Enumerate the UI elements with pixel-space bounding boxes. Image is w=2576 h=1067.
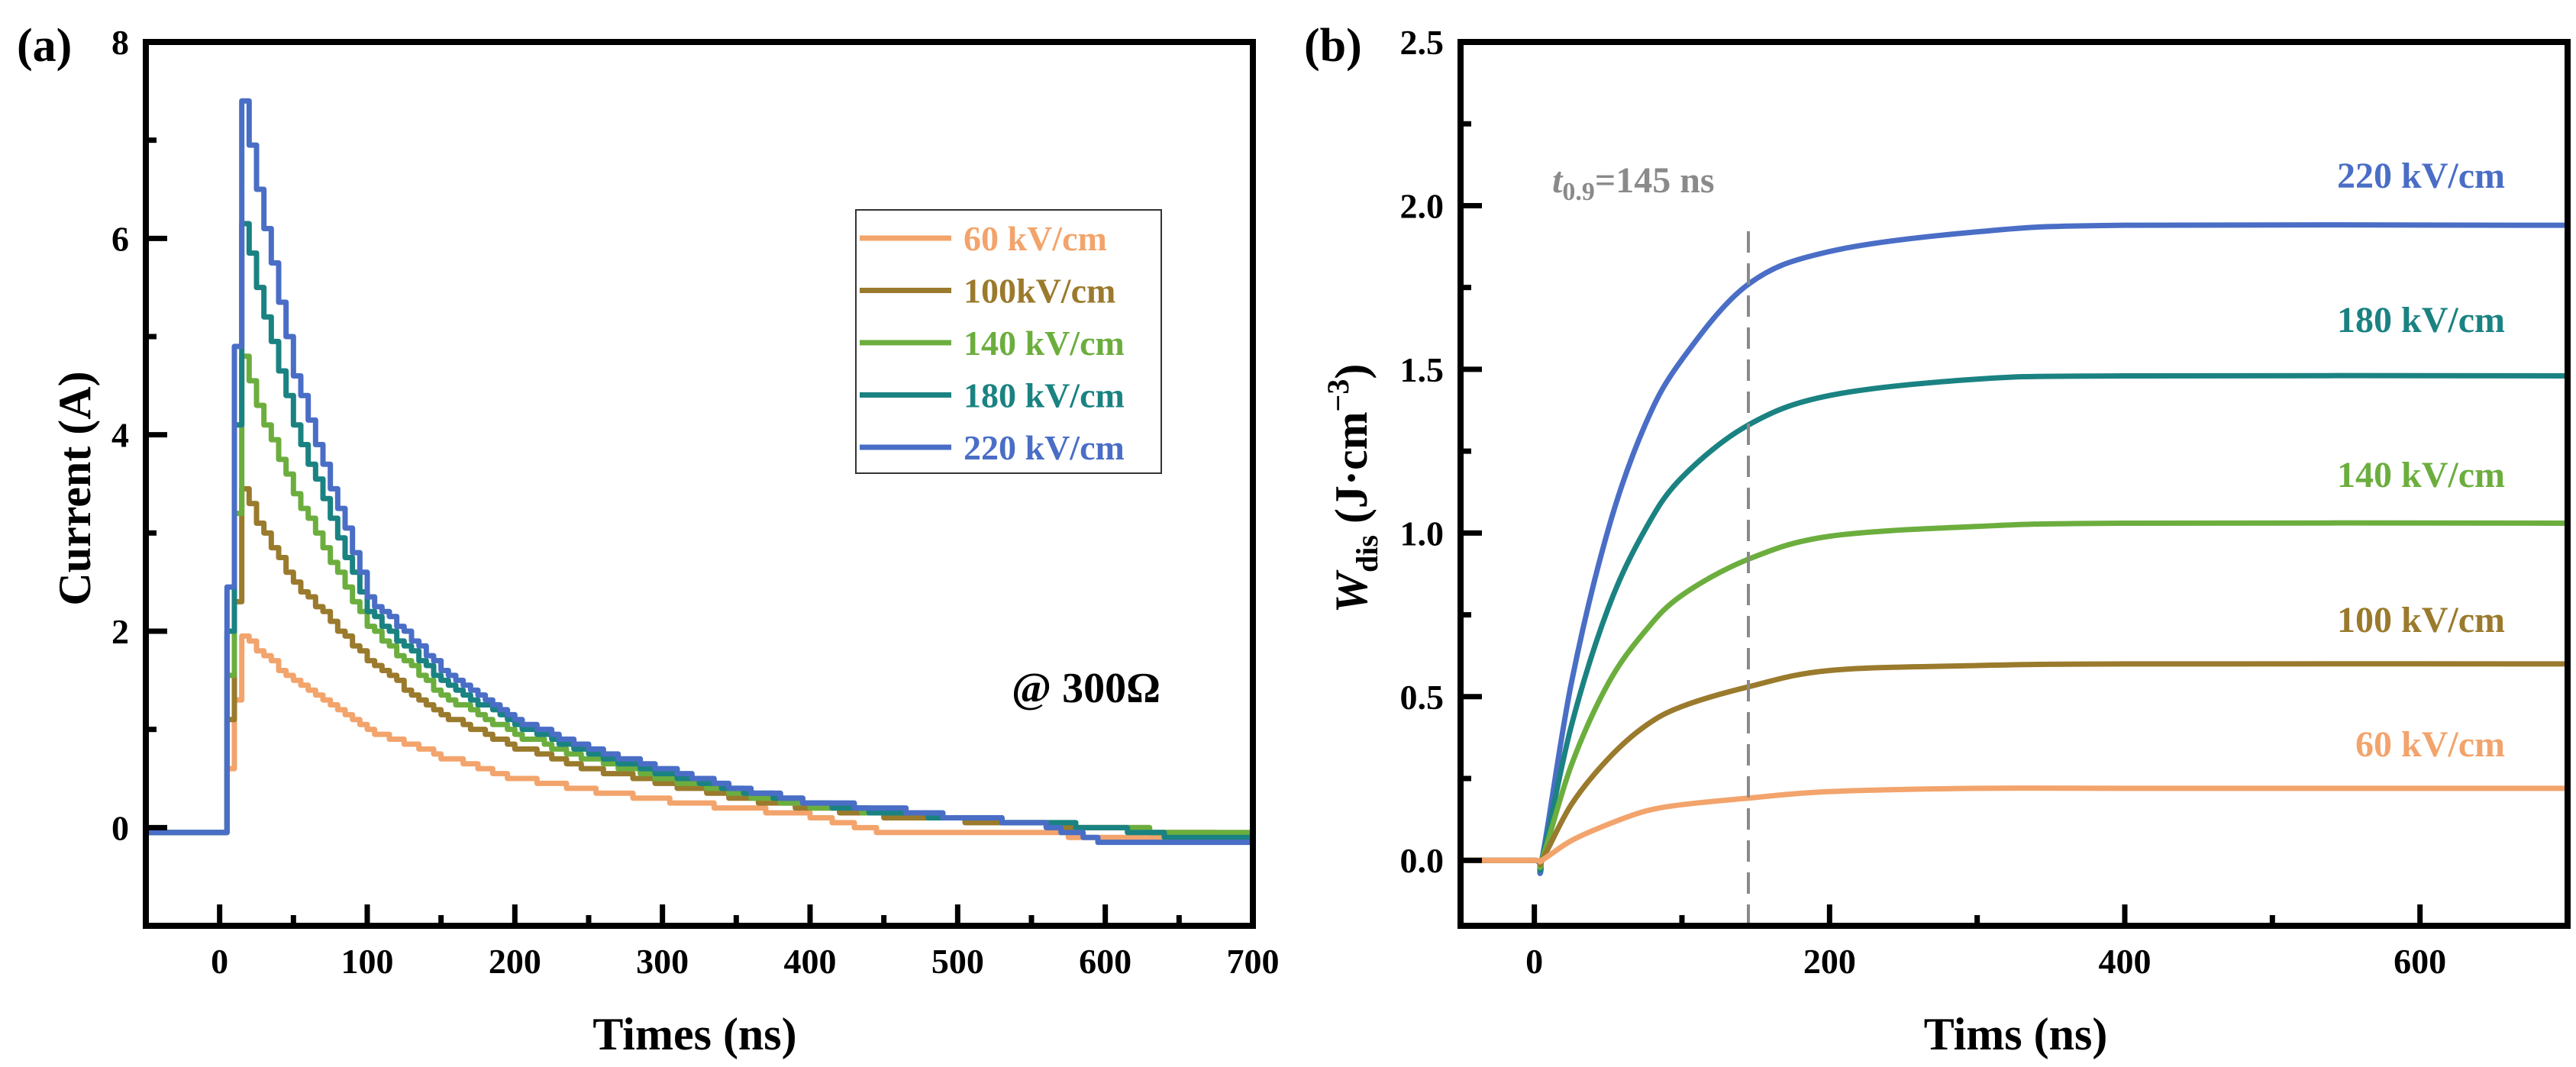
y-tick-label: 2.5 [1400,23,1445,62]
legend-label: 220 kV/cm [964,428,1125,467]
x-tick-label: 600 [2394,942,2446,981]
x-tick-label: 200 [1803,942,1856,981]
legend-label: 100kV/cm [964,272,1115,311]
y-tick-label: 2.0 [1400,186,1445,225]
y-tick-label: 2 [111,612,129,651]
panel-a-current: (a) Times (ns) Current (A) @ 300Ω 0 100 20… [17,20,1280,1059]
legend: 60 kV/cm 100kV/cm 140 kV/cm 180 kV/cm 220 kV… [855,209,1162,474]
panel-a-y-axis-label: Current (A) [50,371,100,605]
y-tick-label: 1.5 [1400,350,1445,389]
x-tick-label: 400 [2099,942,2152,981]
series-label: 100 kV/cm [2337,600,2505,640]
panel-a-annotation-resistance: @ 300Ω [1012,665,1160,712]
series-line-60-kv-cm [146,633,1253,840]
series-label: 140 kV/cm [2337,455,2505,495]
y-label-sup: −3 [1321,379,1355,412]
t09-annotation: t0.9=145 ns [1552,160,1715,206]
series-label: 220 kV/cm [2337,156,2505,196]
x-tick-label: 700 [1227,942,1280,981]
legend-label: 140 kV/cm [964,324,1125,363]
series-line-60-kv-cm [1461,785,2568,865]
y-label-unit: (J·cm [1326,411,1377,535]
plot-frame [1457,39,2571,929]
y-label-close: ) [1326,364,1377,379]
plot-frame [143,39,1256,929]
x-tick-label: 0 [211,942,228,981]
y-tick-label: 6 [111,219,129,258]
y-tick-label: 1.0 [1400,514,1445,553]
x-tick-label: 400 [784,942,837,981]
x-tick-label: 200 [489,942,541,981]
series-line-100-kv-cm [1461,661,2568,868]
t09-sub: 0.9 [1562,178,1595,206]
x-tick-label: 100 [341,942,394,981]
y-label-sub: dis [1350,535,1384,572]
x-tick-label: 300 [636,942,689,981]
y-tick-label: 0 [111,808,129,847]
t09-main: t [1552,160,1564,201]
legend-label: 180 kV/cm [964,376,1125,415]
panel-a-x-axis-label: Times (ns) [592,1009,796,1059]
y-label-main: W [1326,569,1377,613]
legend-label: 60 kV/cm [964,219,1107,258]
panel-a-label: (a) [17,20,72,72]
panel-b-energy: (b) Tims (ns) Wdis (J·cm−3) t0.9=145 ns … [1304,20,2571,1059]
x-tick-label: 600 [1079,942,1131,981]
series-label: 60 kV/cm [2355,724,2505,765]
panel-b-x-axis-label: Tims (ns) [1924,1009,2108,1059]
y-tick-label: 8 [111,23,129,62]
series-label: 180 kV/cm [2337,300,2505,340]
series-line-220-kv-cm [146,98,1253,846]
x-tick-label: 0 [1525,942,1543,981]
panel-b-label: (b) [1304,20,1362,72]
y-tick-label: 0.0 [1400,841,1445,880]
y-tick-label: 0.5 [1400,678,1445,717]
panel-b-y-axis-label: Wdis (J·cm−3) [1321,364,1384,614]
x-tick-label: 500 [931,942,984,981]
y-tick-label: 4 [111,416,129,455]
t09-rest: =145 ns [1595,160,1715,201]
